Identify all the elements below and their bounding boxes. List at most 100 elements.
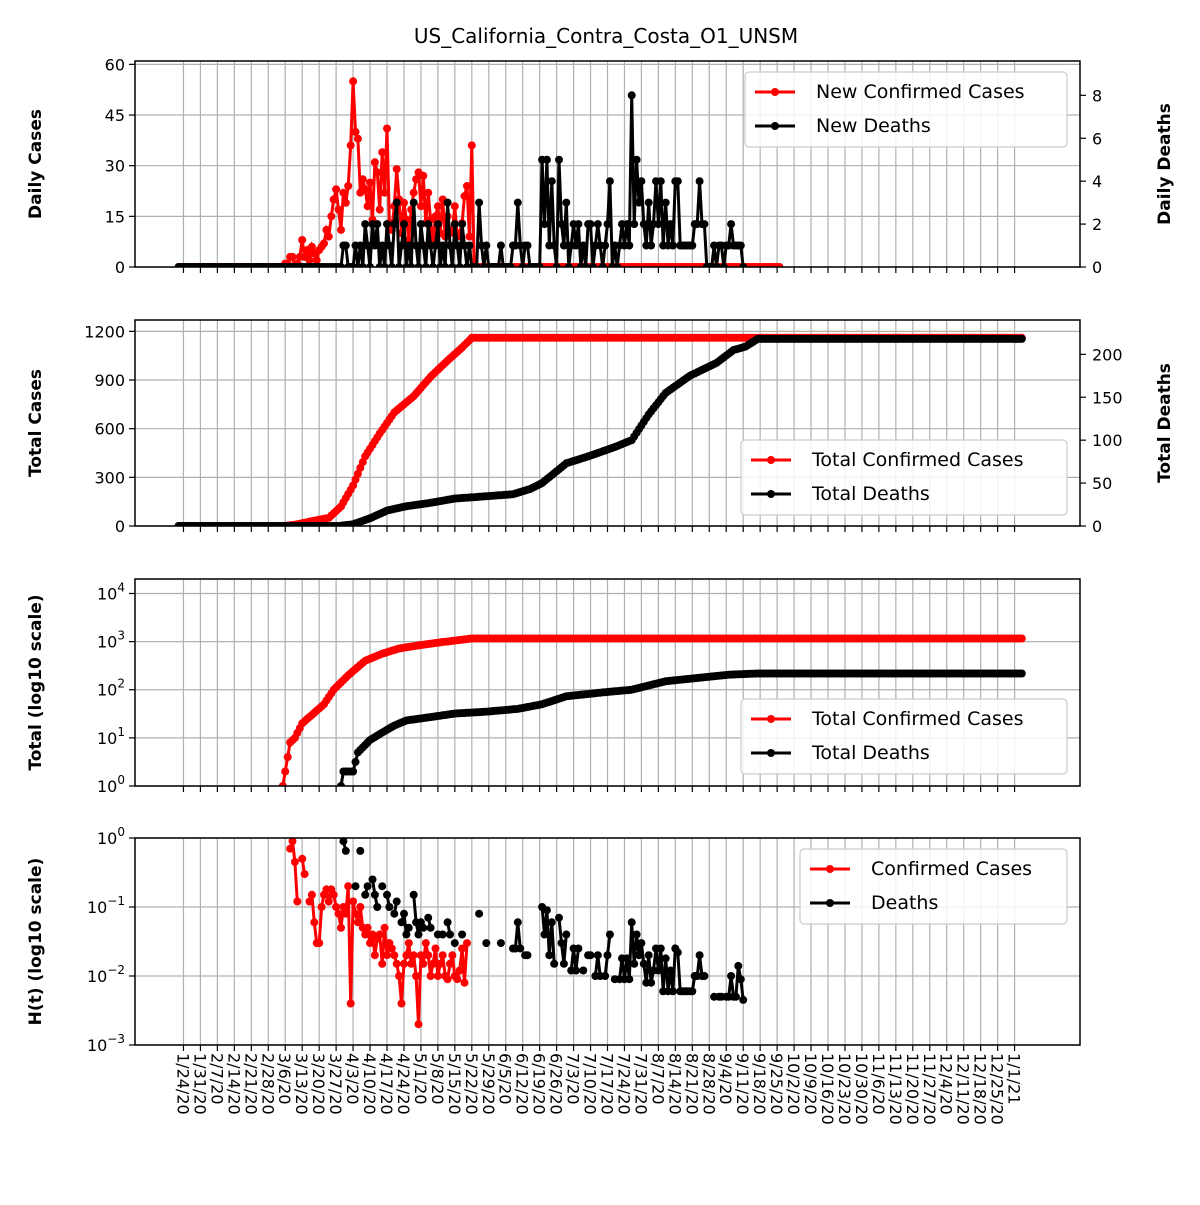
data-point <box>557 220 566 229</box>
data-point <box>290 857 299 866</box>
data-point <box>736 975 745 984</box>
data-point <box>305 897 314 906</box>
x-tick-label: 6/5/20 <box>496 1053 515 1105</box>
data-point <box>475 198 484 207</box>
x-tick-label: 4/10/20 <box>360 1053 379 1115</box>
data-point <box>555 155 563 164</box>
x-tick-label: 1/31/20 <box>190 1053 209 1115</box>
legend-label: Total Deaths <box>811 483 930 505</box>
x-tick-label: 5/1/20 <box>411 1053 430 1105</box>
data-point <box>390 951 399 960</box>
data-point <box>550 959 559 968</box>
data-point <box>341 909 350 918</box>
data-point <box>337 263 345 267</box>
series-total-deaths <box>174 334 1026 526</box>
x-tick-label: 9/18/20 <box>750 1053 769 1115</box>
data-point <box>1017 669 1026 678</box>
data-point <box>627 91 636 100</box>
x-tick-label: 6/12/20 <box>513 1053 532 1115</box>
data-point <box>424 913 433 922</box>
x-tick-label: 12/18/20 <box>971 1053 990 1125</box>
x-tick-label: 9/11/20 <box>733 1053 752 1115</box>
y-tick-label: 300 <box>94 468 125 487</box>
data-point <box>574 944 583 953</box>
data-point <box>446 241 454 250</box>
data-point <box>443 918 452 927</box>
data-point <box>458 220 467 229</box>
data-point <box>605 177 614 186</box>
legend-label: Deaths <box>871 892 938 914</box>
data-point <box>450 939 459 948</box>
data-point <box>453 975 462 984</box>
y-tick-label: 600 <box>94 420 125 439</box>
x-tick-label: 8/14/20 <box>665 1053 684 1115</box>
legend-marker <box>826 865 834 873</box>
data-point <box>731 992 740 1001</box>
panel-total: 0 300 600 900 1200 0 50 100 150 200 Total Cases Tot… <box>26 319 1175 536</box>
data-point <box>373 168 382 177</box>
panel-ht_log: 10−3 10−2 10−1 100 H(t) (log10 scale) Confirm… <box>26 825 1081 1055</box>
data-point <box>400 909 408 918</box>
data-point <box>312 256 321 265</box>
data-point <box>390 220 399 229</box>
y-tick-label: 30 <box>105 157 125 176</box>
data-point <box>572 241 580 250</box>
data-point <box>433 972 442 980</box>
data-point <box>366 939 374 948</box>
series-area <box>174 333 1026 526</box>
data-point <box>433 220 442 229</box>
x-tick-label: 5/29/20 <box>479 1053 498 1115</box>
data-point <box>734 961 743 970</box>
data-point <box>593 951 602 960</box>
data-point <box>361 220 370 229</box>
data-point <box>404 939 413 948</box>
y-tick-label-right: 8 <box>1092 86 1102 105</box>
data-point <box>458 944 467 953</box>
data-point <box>407 959 416 968</box>
y-axis-label-right: Daily Deaths <box>1155 103 1175 225</box>
data-point <box>467 141 476 150</box>
data-point <box>562 198 571 207</box>
data-point <box>460 978 469 987</box>
y-tick-label-right: 4 <box>1092 172 1102 191</box>
data-point <box>397 241 406 250</box>
data-point <box>666 220 675 229</box>
data-point <box>419 959 428 968</box>
y-tick-label-right: 0 <box>1092 517 1102 536</box>
data-point <box>433 202 442 211</box>
data-point <box>472 263 481 267</box>
y-tick-label: 900 <box>94 371 125 390</box>
data-point <box>339 837 348 846</box>
x-tick-label: 2/21/20 <box>241 1053 260 1115</box>
x-tick-label: 7/17/20 <box>598 1053 617 1115</box>
data-point <box>356 241 365 250</box>
data-point <box>358 175 367 184</box>
data-point <box>373 220 382 229</box>
data-point <box>739 995 748 1004</box>
data-point <box>632 930 641 939</box>
data-point <box>349 897 358 906</box>
x-tick-label: 10/16/20 <box>818 1053 837 1125</box>
data-point <box>688 987 697 996</box>
data-point <box>426 923 435 932</box>
data-point <box>322 225 331 234</box>
data-point <box>349 767 358 776</box>
data-point <box>540 220 549 229</box>
data-point <box>307 242 316 251</box>
x-tick-label: 12/4/20 <box>937 1053 956 1115</box>
data-point <box>385 241 394 250</box>
data-point <box>637 939 646 948</box>
data-point <box>644 951 653 960</box>
data-point <box>668 241 677 250</box>
data-point <box>736 241 745 250</box>
data-point <box>397 999 406 1008</box>
data-point <box>361 890 370 899</box>
data-point <box>496 939 505 948</box>
data-point <box>775 263 784 267</box>
figure-title: US_California_Contra_Costa_O1_UNSM <box>414 24 798 48</box>
x-tick-label: 11/27/20 <box>920 1053 939 1125</box>
data-point <box>283 753 292 761</box>
data-point <box>463 939 471 948</box>
data-point <box>327 212 336 221</box>
